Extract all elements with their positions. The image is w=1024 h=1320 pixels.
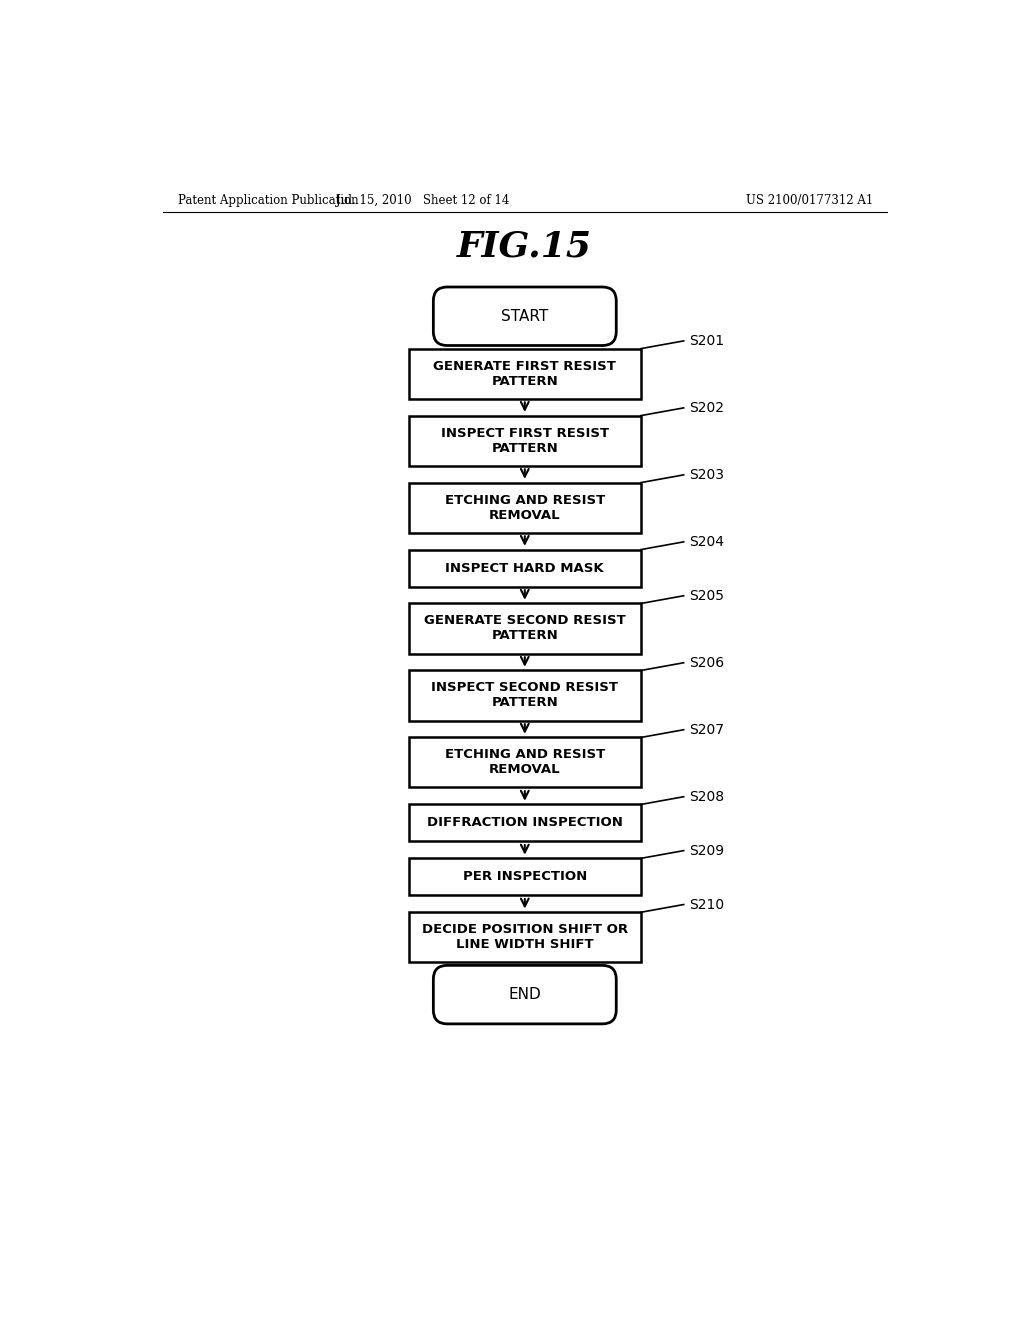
FancyBboxPatch shape: [409, 603, 641, 653]
Text: S201: S201: [689, 334, 724, 348]
Text: DIFFRACTION INSPECTION: DIFFRACTION INSPECTION: [427, 816, 623, 829]
FancyBboxPatch shape: [409, 912, 641, 962]
FancyBboxPatch shape: [409, 549, 641, 586]
Text: S205: S205: [689, 589, 724, 603]
FancyBboxPatch shape: [409, 483, 641, 533]
Text: S207: S207: [689, 723, 724, 737]
Text: END: END: [509, 987, 541, 1002]
Text: INSPECT SECOND RESIST
PATTERN: INSPECT SECOND RESIST PATTERN: [431, 681, 618, 709]
Text: S209: S209: [689, 843, 724, 858]
FancyBboxPatch shape: [409, 738, 641, 788]
Text: US 2100/0177312 A1: US 2100/0177312 A1: [746, 194, 873, 207]
Text: S206: S206: [689, 656, 724, 669]
Text: ETCHING AND RESIST
REMOVAL: ETCHING AND RESIST REMOVAL: [444, 494, 605, 521]
Text: S208: S208: [689, 789, 724, 804]
Text: PER INSPECTION: PER INSPECTION: [463, 870, 587, 883]
FancyBboxPatch shape: [409, 348, 641, 399]
Text: GENERATE SECOND RESIST
PATTERN: GENERATE SECOND RESIST PATTERN: [424, 615, 626, 643]
Text: INSPECT FIRST RESIST
PATTERN: INSPECT FIRST RESIST PATTERN: [440, 426, 609, 454]
Text: Patent Application Publication: Patent Application Publication: [178, 194, 359, 207]
Text: INSPECT HARD MASK: INSPECT HARD MASK: [445, 561, 604, 574]
Text: FIG.15: FIG.15: [458, 230, 592, 264]
FancyBboxPatch shape: [409, 671, 641, 721]
Text: Jul. 15, 2010   Sheet 12 of 14: Jul. 15, 2010 Sheet 12 of 14: [336, 194, 509, 207]
Text: ETCHING AND RESIST
REMOVAL: ETCHING AND RESIST REMOVAL: [444, 748, 605, 776]
Text: DECIDE POSITION SHIFT OR
LINE WIDTH SHIFT: DECIDE POSITION SHIFT OR LINE WIDTH SHIF…: [422, 923, 628, 952]
Text: S204: S204: [689, 535, 724, 549]
Text: START: START: [501, 309, 549, 323]
FancyBboxPatch shape: [409, 416, 641, 466]
Text: S203: S203: [689, 467, 724, 482]
FancyBboxPatch shape: [433, 965, 616, 1024]
FancyBboxPatch shape: [409, 858, 641, 895]
Text: S210: S210: [689, 898, 724, 912]
FancyBboxPatch shape: [409, 804, 641, 841]
FancyBboxPatch shape: [433, 286, 616, 346]
Text: S202: S202: [689, 401, 724, 414]
Text: GENERATE FIRST RESIST
PATTERN: GENERATE FIRST RESIST PATTERN: [433, 359, 616, 388]
